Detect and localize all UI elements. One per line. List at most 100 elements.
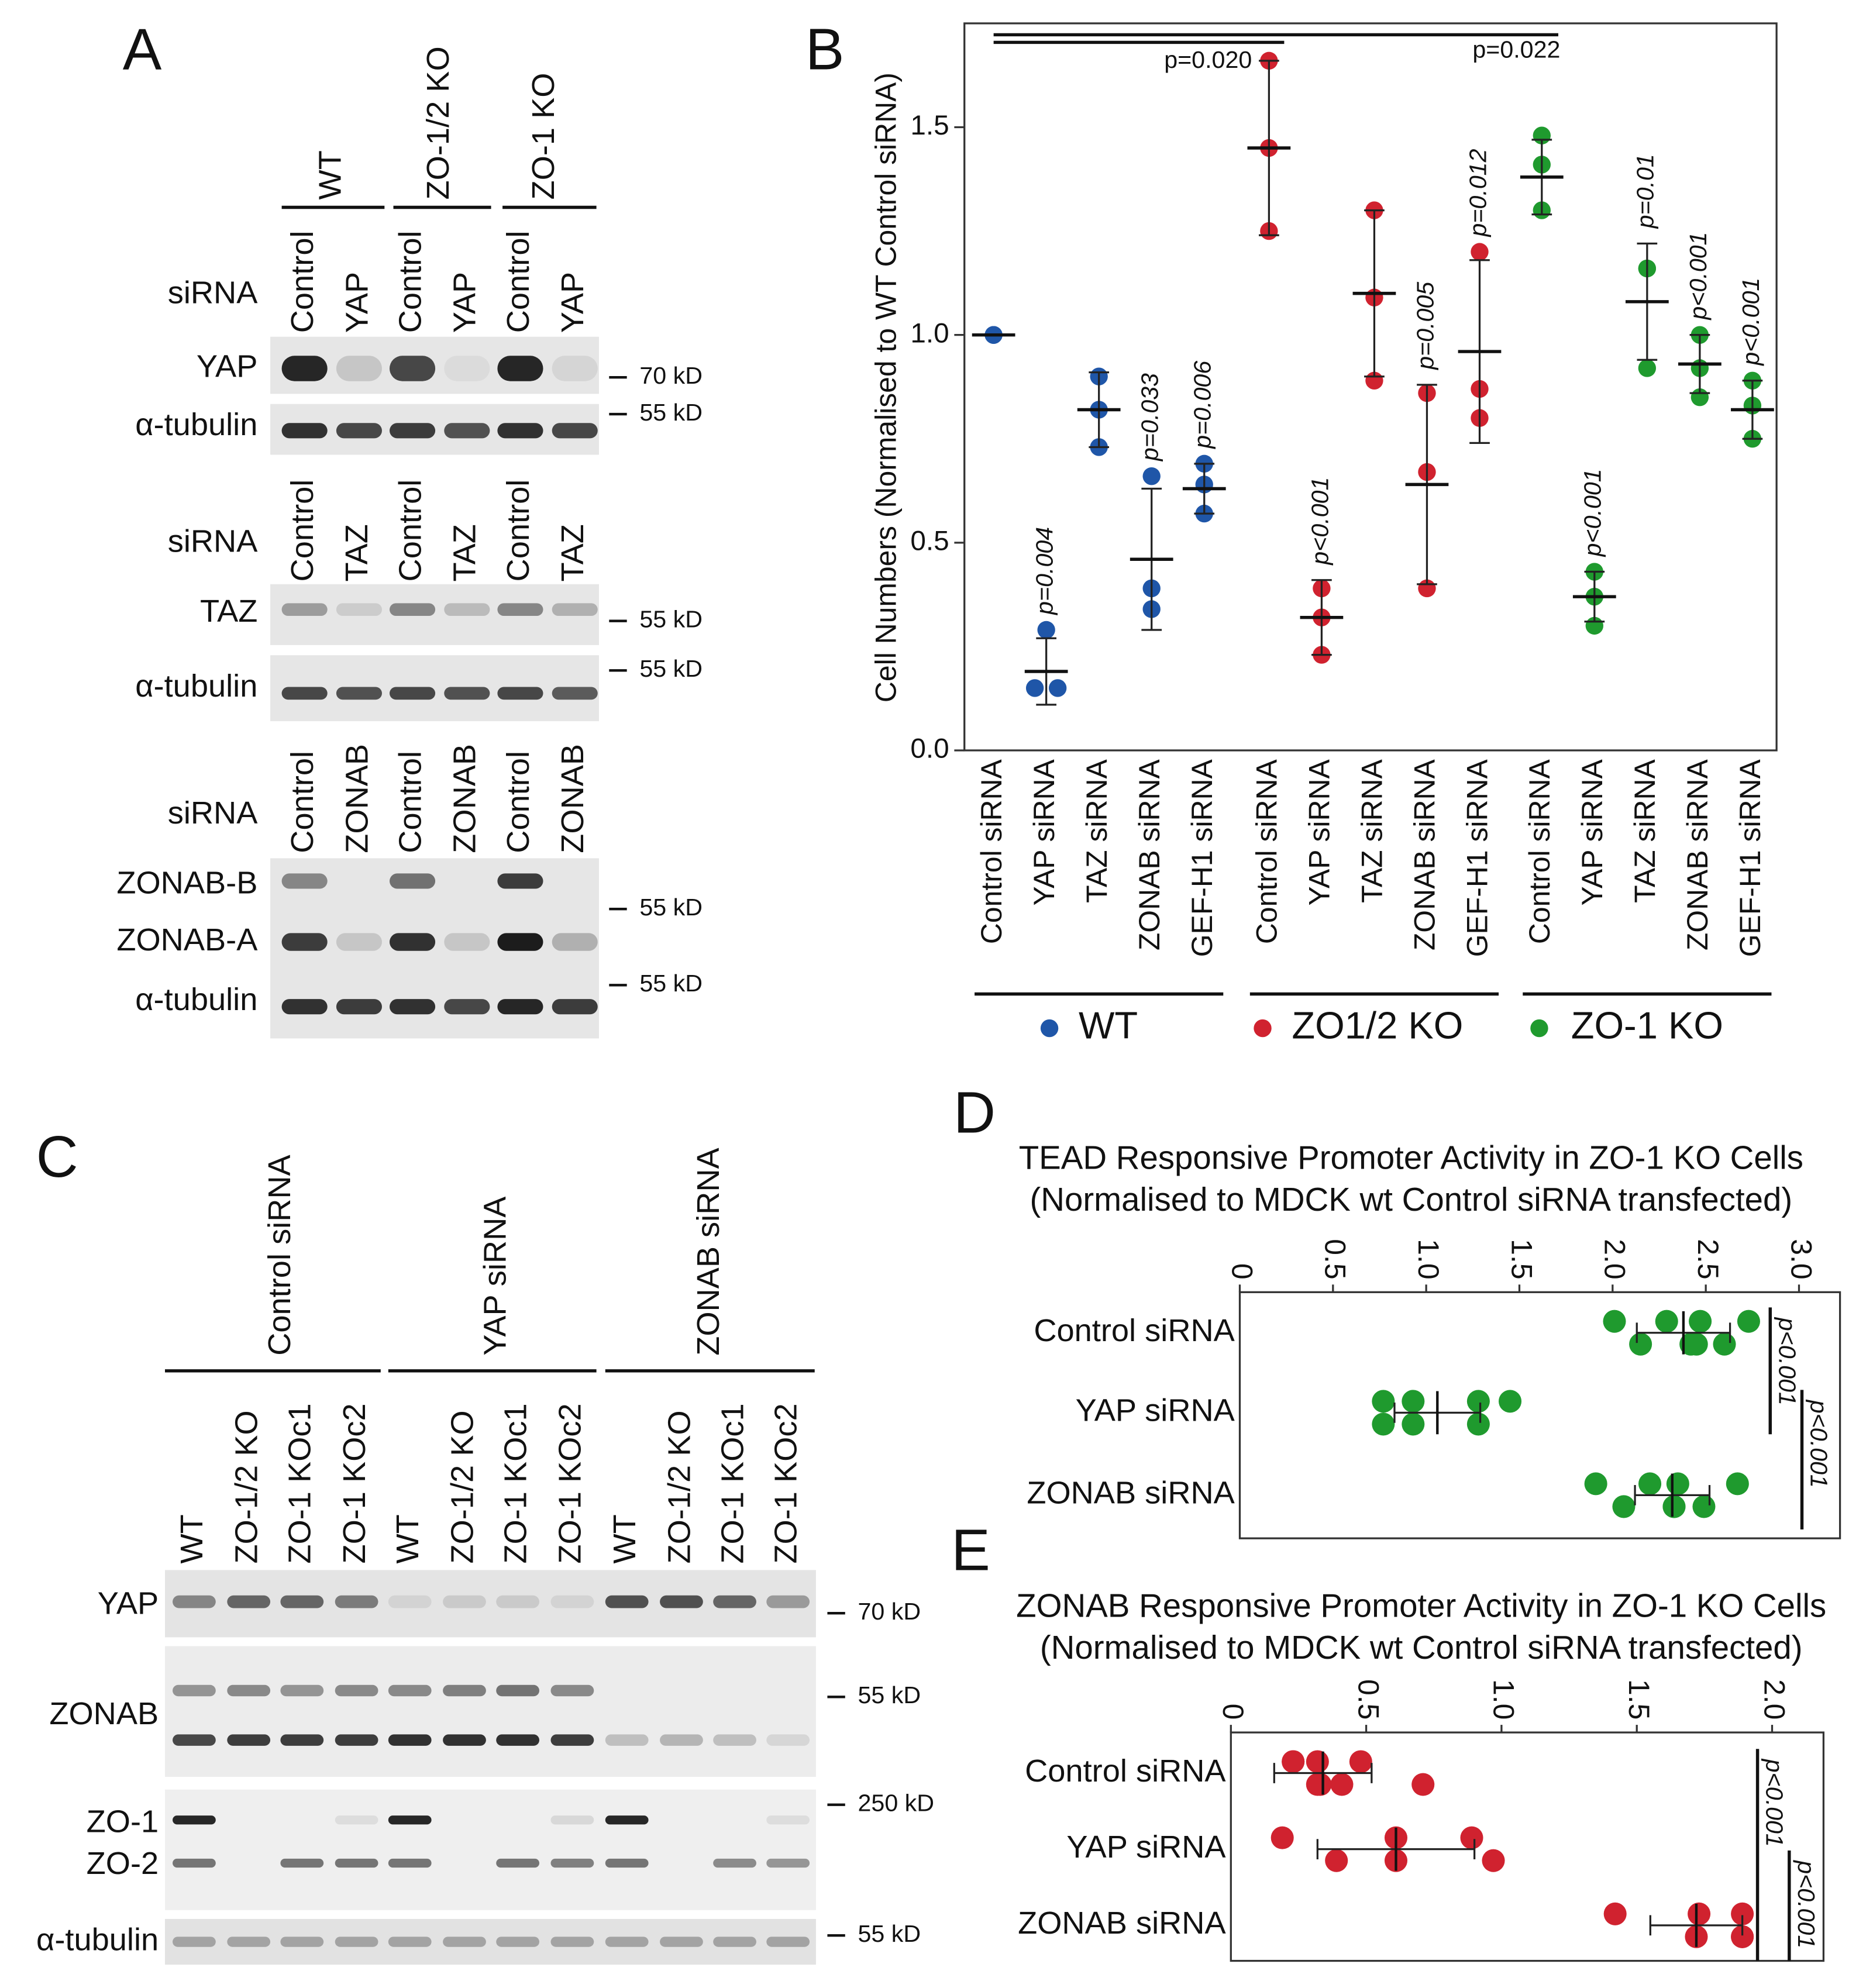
data-dot [1309,1773,1332,1796]
panel-label: C [36,1125,78,1190]
blot-band [605,1937,649,1947]
genotype-label: ZO-1 KO [526,73,561,200]
lane-label: WT [174,1514,209,1563]
blot-band [281,933,328,951]
p-value: p<0.001 [1737,278,1764,367]
blot-band [335,1937,378,1947]
lane-label: WT [390,1514,425,1563]
lane-label: Control [392,230,428,333]
size-marker: 55 kD [858,1682,921,1708]
lane-label: Control [501,230,536,333]
blot-band [336,423,382,439]
blot-band [444,999,490,1015]
blot [270,584,599,645]
blot-band [335,1858,378,1868]
genotype-label: WT [313,150,348,199]
blot-band [550,1937,594,1947]
blot-band [444,603,490,616]
blot-band [389,423,436,439]
blot-band [227,1684,271,1697]
blot-band [173,1684,216,1697]
p-value: p<0.001 [1761,1758,1788,1847]
lane-label: YAP [339,272,374,333]
x-tick-label: ZONAB siRNA [1681,759,1714,950]
x-tick-label: 1.0 [1488,1679,1520,1720]
lane-label: Control [501,751,536,853]
plot-frame [963,22,1778,752]
data-dot [1482,1849,1505,1872]
blot-band [713,1937,756,1947]
chart-title: (Normalised to MDCK wt Control siRNA tra… [1040,1629,1803,1666]
p-value: p=0.022 [1472,36,1560,63]
protein-label: α-tubulin [135,669,257,704]
data-dot [1349,1750,1372,1773]
blot-band [335,1684,378,1697]
blot-band [660,1595,703,1608]
data-dot [1037,621,1055,639]
y-tick-label: 0.5 [910,525,949,556]
panel-label: A [123,17,162,82]
blot-band [389,603,436,616]
blot-band [766,1815,810,1825]
row-label: siRNA [168,795,258,831]
lane-label: Control [285,751,320,853]
x-tick-label: GEF-H1 siRNA [1186,759,1218,957]
data-dot [1688,1902,1711,1925]
blot-band [280,1858,324,1868]
lane-label: Control [501,480,536,582]
blot-band [713,1858,756,1868]
lane-label: Control [392,480,428,582]
lane-label: ZO-1 KOc2 [337,1403,372,1563]
blot-band [336,356,382,381]
data-dot [1306,1750,1329,1773]
y-tick-label: YAP siRNA [1076,1393,1235,1428]
blot-band [227,1937,271,1947]
blot-band [443,1734,486,1746]
lane-label: Control [392,751,428,853]
blot-band [281,603,328,616]
blot-band [550,1684,594,1697]
lane-label: Control [285,230,320,333]
blot-band [388,1937,432,1947]
x-tick-label: YAP siRNA [1576,759,1609,905]
data-dot [1603,1902,1627,1925]
blot-band [496,1858,539,1868]
chart-title: TEAD Responsive Promoter Activity in ZO-… [1019,1139,1803,1176]
blot-band [389,933,436,951]
genotype-label: ZO-1/2 KO [421,46,456,199]
legend-dot [1254,1019,1272,1038]
size-marker: 55 kD [639,655,703,682]
protein-label: ZONAB-A [116,922,258,957]
blot-band [444,933,490,951]
blot-band [552,999,598,1015]
blot-band [550,1815,594,1825]
x-tick-label: Control siRNA [1251,759,1283,944]
data-dot [1612,1495,1636,1518]
x-tick-label: TAZ siRNA [1080,759,1113,902]
x-tick-label: TAZ siRNA [1356,759,1389,902]
data-dot [1466,1390,1490,1413]
p-value: p<0.001 [1579,468,1606,557]
p-value: p<0.001 [1774,1317,1800,1405]
protein-label: ZO-2 [87,1846,159,1881]
data-dot [1584,1472,1607,1496]
lane-label: ZO-1 KOc2 [769,1403,804,1563]
blot-band [280,1937,324,1947]
blot-band [335,1815,378,1825]
p-value: p<0.001 [1306,477,1333,566]
blot-band [605,1815,649,1825]
blot-band [336,687,382,700]
lane-label: ZO-1/2 KO [445,1410,480,1563]
lane-label: WT [607,1514,642,1563]
size-marker: 70 kD [639,362,703,389]
x-tick-label: Control siRNA [975,759,1008,944]
x-tick-label: Control siRNA [1523,759,1556,944]
blot-band [389,873,436,889]
p-value: p=0.033 [1137,373,1163,462]
lane-label: ZO-1 KOc1 [715,1403,750,1563]
blot-band [443,1595,486,1608]
x-tick-label: 3.0 [1785,1239,1817,1279]
blot-band [552,356,598,381]
data-dot [1726,1472,1749,1496]
